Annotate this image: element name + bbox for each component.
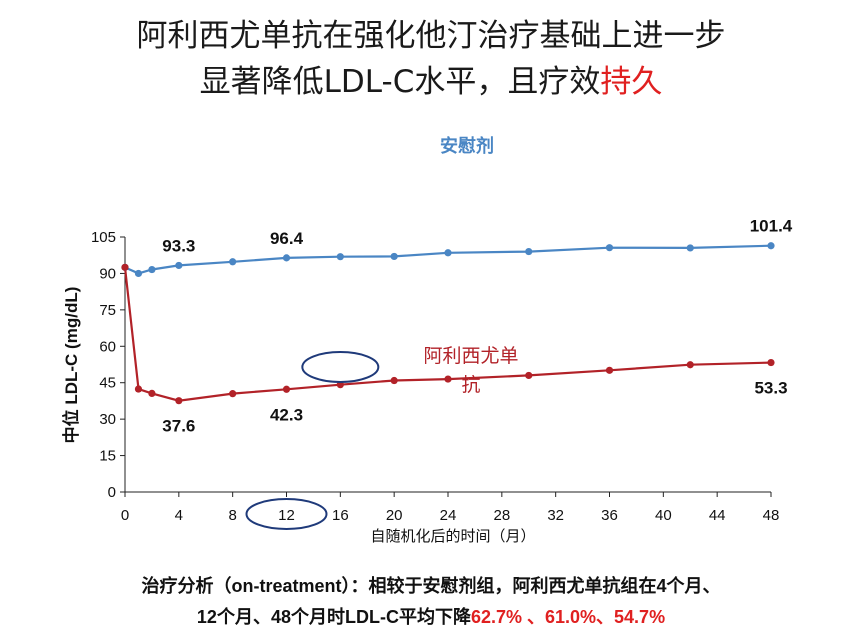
data-point xyxy=(525,371,533,380)
x-tick-label: 48 xyxy=(763,507,780,524)
data-label: 53.3 xyxy=(754,379,787,398)
x-tick-label: 32 xyxy=(547,507,564,524)
data-point xyxy=(134,269,143,278)
data-label: 96.4 xyxy=(270,229,304,248)
data-labels: 93.3 96.4 101.4 37.6 42.3 53.3 xyxy=(162,217,793,436)
y-tick-label: 90 xyxy=(99,265,116,282)
y-tick-label: 105 xyxy=(91,229,116,246)
x-tick-label: 16 xyxy=(332,507,349,524)
data-point xyxy=(444,249,452,257)
y-axis-label: 中位 LDL-C (mg/dL) xyxy=(61,287,81,444)
data-point xyxy=(390,252,398,261)
y-tick-label: 60 xyxy=(99,338,116,355)
x-tick-label: 4 xyxy=(175,507,183,524)
data-point xyxy=(229,390,237,398)
data-point xyxy=(148,389,156,397)
footer-main-text: 12个月、48个月时LDL-C平均下降 xyxy=(196,607,471,627)
data-point xyxy=(605,366,614,374)
slide-title-line-1: 阿利西尤单抗在强化他汀治疗基础上进一步 xyxy=(136,18,726,54)
data-label: 42.3 xyxy=(270,405,303,424)
y-axis-ticks: 0 15 30 45 60 75 90 105 xyxy=(91,229,125,501)
data-point xyxy=(336,253,344,261)
data-point xyxy=(148,265,156,274)
data-point xyxy=(175,261,183,270)
x-tick-label: 36 xyxy=(601,507,618,524)
x-tick-label: 24 xyxy=(440,507,457,524)
x-tick-label: 44 xyxy=(709,507,726,524)
data-point xyxy=(121,263,129,271)
x-tick-label: 12 xyxy=(278,507,295,524)
highlight-ellipse-month-12-tick xyxy=(245,498,328,530)
x-axis-label: 自随机化后的时间（月） xyxy=(370,527,535,545)
y-tick-label: 15 xyxy=(99,448,116,465)
y-tick-label: 75 xyxy=(99,302,116,319)
x-tick-label: 0 xyxy=(121,507,129,524)
series-points xyxy=(121,242,775,405)
data-point xyxy=(686,361,694,369)
data-point xyxy=(229,258,237,266)
data-point xyxy=(444,375,452,383)
title-main-text: 显著降低LDL-C水平，且疗效 xyxy=(199,64,601,100)
data-point xyxy=(282,254,291,262)
footer-line-1: 治疗分析（on-treatment）：相较于安慰剂组，阿利西尤单抗组在4个月、 xyxy=(141,576,721,596)
x-tick-label: 28 xyxy=(493,507,510,524)
data-point xyxy=(390,376,398,385)
data-label: 37.6 xyxy=(162,417,195,436)
footer-reduction-values: 62.7% 、61.0%、54.7% xyxy=(470,607,666,627)
y-tick-label: 45 xyxy=(99,375,116,392)
series-label-placebo: 安慰剂 xyxy=(440,135,494,157)
y-tick-label: 30 xyxy=(99,411,116,428)
data-label: 93.3 xyxy=(162,236,195,255)
series-label-alirocumab-part-2: 抗 xyxy=(461,374,480,396)
x-tick-label: 40 xyxy=(655,507,672,524)
data-point xyxy=(175,397,183,405)
title-accent-text: 持久 xyxy=(600,64,663,100)
x-tick-label: 20 xyxy=(386,507,403,524)
series-label-alirocumab-part-1: 阿利西尤单 xyxy=(423,345,518,367)
data-point xyxy=(282,385,291,393)
data-point xyxy=(605,244,614,252)
data-point xyxy=(767,358,775,367)
data-label: 101.4 xyxy=(750,217,793,236)
x-tick-label: 8 xyxy=(228,507,236,524)
slide-title-line-2: 显著降低LDL-C水平，且疗效持久 xyxy=(0,62,862,102)
footer-line-2: 12个月、48个月时LDL-C平均下降62.7% 、61.0%、54.7% xyxy=(0,603,862,631)
highlight-ellipse-month-16 xyxy=(301,351,380,383)
y-tick-label: 0 xyxy=(108,484,116,501)
x-axis-ticks: 0 4 8 12 16 20 24 28 32 36 40 44 48 xyxy=(121,492,780,524)
data-point xyxy=(525,247,533,256)
data-point xyxy=(686,244,694,252)
data-point xyxy=(767,242,775,250)
data-point xyxy=(134,385,143,393)
